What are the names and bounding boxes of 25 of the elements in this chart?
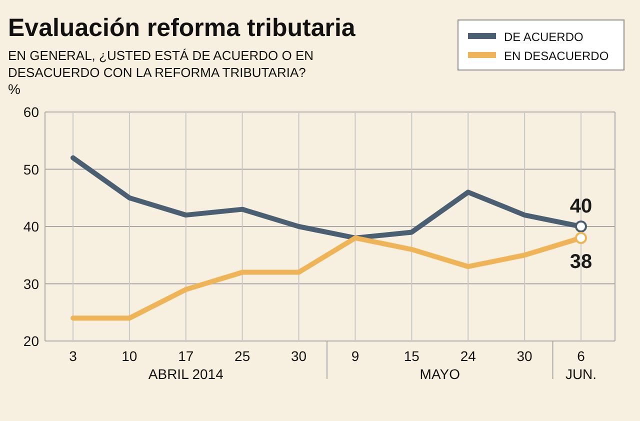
x-tick-label: 3	[69, 348, 78, 364]
x-tick-label: 10	[122, 348, 138, 364]
x-tick-label: 9	[351, 348, 360, 364]
x-tick-label: 24	[460, 348, 476, 364]
x-tick-label: 15	[404, 348, 420, 364]
x-tick-label: 17	[178, 348, 194, 364]
x-tick-label: 30	[516, 348, 533, 364]
chart-subtitle: EN GENERAL, ¿USTED ESTÁ DE ACUERDO O EN DESACUERDO CON LA REFORMA TRIBUTARIA?	[8, 48, 314, 80]
x-tick-label: 25	[234, 348, 250, 364]
x-tick-label: 6	[577, 348, 586, 364]
text: MAYO	[420, 366, 460, 382]
y-tick-label: 50	[23, 161, 40, 178]
data-label: 38	[570, 250, 592, 273]
text: JUN.	[565, 366, 597, 382]
y-axis-title: %	[8, 81, 20, 97]
chart-title: Evaluación reforma tributaria	[8, 14, 356, 42]
x-tick-label: 30	[290, 348, 307, 364]
legend-label: EN DESACUERDO	[504, 49, 609, 63]
y-tick-label: 20	[23, 333, 40, 349]
data-label: 40	[570, 196, 592, 218]
y-tick-label: 30	[23, 276, 40, 292]
y-tick-label: 40	[23, 218, 40, 234]
text: ABRIL 2014	[148, 366, 224, 382]
legend-label: DE ACUERDO	[504, 30, 584, 44]
y-tick-label: 60	[23, 104, 40, 120]
